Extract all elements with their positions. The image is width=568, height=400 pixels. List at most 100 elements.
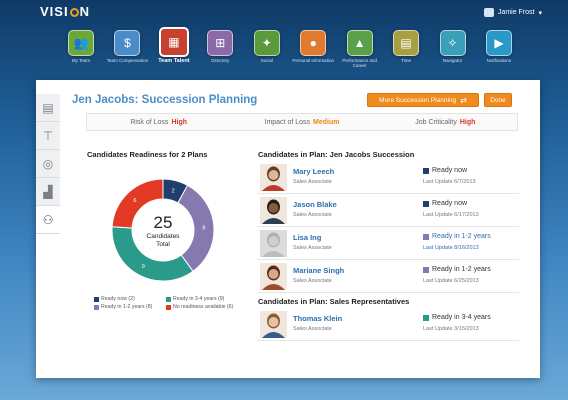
- user-name: Jamie Frost: [497, 9, 535, 16]
- candidate-role: Sales Associate: [293, 212, 332, 218]
- nav-item-performance[interactable]: ▲ Performance and Career: [339, 27, 381, 77]
- nav-label: Social: [260, 58, 273, 63]
- readiness-donut-chart: 2 8 9 6 25 Candidates Total: [111, 178, 215, 282]
- candidate-name[interactable]: Mariane Singh: [293, 266, 345, 275]
- candidate-role: Sales Associate: [293, 245, 332, 251]
- nav-item-social[interactable]: ✦ Social: [246, 27, 288, 77]
- social-icon: ✦: [253, 30, 280, 56]
- candidate-photo: [260, 164, 287, 191]
- last-update: Last Update 6/25/2013: [423, 278, 479, 284]
- legend-label: Ready in 3-4 years (9): [173, 296, 225, 302]
- slice-value-label: 2: [172, 188, 175, 194]
- readiness-status-text: Ready in 1-2 years: [432, 266, 491, 273]
- nav-item-compensation[interactable]: $ Team Compensation: [106, 27, 148, 77]
- impact-of-loss: Impact of Loss Medium: [230, 119, 373, 126]
- nav-item-time[interactable]: ▤ Time: [385, 27, 427, 77]
- talent-icon: ▦: [158, 27, 189, 57]
- candidate-row[interactable]: Jason Blake Sales Associate Ready now Last …: [257, 195, 519, 227]
- side-tab-bar-chart[interactable]: ▟: [36, 178, 60, 206]
- swap-arrows-icon: ⇄: [460, 95, 467, 105]
- readiness-status-text: Ready now: [432, 200, 468, 207]
- candidate-name[interactable]: Mary Leech: [293, 167, 335, 176]
- legend-label: Ready now (2): [101, 296, 135, 302]
- last-update: Last Update 3/15/2013: [423, 326, 479, 332]
- candidate-name[interactable]: Lisa Ing: [293, 233, 322, 242]
- candidate-photo: [260, 197, 287, 224]
- slice-value-label: 6: [133, 198, 136, 204]
- done-button[interactable]: Done: [484, 93, 512, 107]
- compensation-icon: $: [114, 30, 141, 56]
- nav-item-notifications[interactable]: ▶ Notifications: [478, 27, 520, 77]
- legend-entry: Ready in 3-4 years (9): [166, 296, 224, 302]
- bar-chart-icon: ▟: [43, 184, 53, 199]
- risk-summary-bar: Risk of Loss High Impact of Loss Medium Jo…: [86, 113, 518, 131]
- more-succession-planning-button[interactable]: More Succession Planning ⇄: [367, 93, 479, 107]
- status-swatch-icon: [423, 233, 429, 240]
- status-swatch-icon: [423, 266, 429, 273]
- candidate-name[interactable]: Jason Blake: [293, 200, 337, 209]
- nav-item-personal-info[interactable]: ● Personal Information: [292, 27, 334, 77]
- nav-label: Time: [401, 58, 411, 63]
- readiness-status: Ready in 1-2 years: [423, 233, 491, 240]
- side-tab-signpost[interactable]: ⊤: [36, 122, 60, 150]
- job-criticality-label: Job Criticality: [415, 118, 457, 126]
- signpost-icon: ⊤: [42, 128, 54, 143]
- nav-label: Notifications: [486, 58, 512, 63]
- side-tab-target[interactable]: ◎: [36, 150, 60, 178]
- page-title: Jen Jacobs: Succession Planning: [72, 94, 258, 106]
- side-tab-summary[interactable]: ▤: [36, 94, 60, 122]
- candidate-photo: [260, 311, 287, 338]
- nav-label: Performance and Career: [342, 58, 377, 68]
- job-criticality: Job Criticality High: [374, 119, 517, 126]
- risk-of-loss: Risk of Loss High: [87, 119, 230, 126]
- succession-panel: ▤ ⊤ ◎ ▟ ⚇ Jen Jacobs: Succession Planning Mo…: [36, 80, 540, 378]
- candidate-row[interactable]: Mariane Singh Sales Associate Ready in 1-2…: [257, 261, 519, 293]
- succession-icon: ⚇: [42, 212, 54, 227]
- status-swatch-icon: [423, 200, 429, 207]
- nav-item-team[interactable]: 👥 My Team: [60, 27, 102, 77]
- time-icon: ▤: [393, 30, 420, 56]
- nav-item-talent[interactable]: ▦ Team Talent: [153, 27, 195, 77]
- total-candidates-label: Candidates: [147, 233, 181, 240]
- nav-label: Personal Information: [292, 58, 334, 63]
- vision-logo: VISI N: [40, 4, 90, 19]
- directory-icon: ⊞: [207, 30, 234, 56]
- candidate-row[interactable]: Thomas Klein Sales Associate Ready in 3-4 …: [257, 309, 519, 341]
- donut-slice-no-readiness-available: [111, 178, 164, 229]
- last-update: Last Update 8/16/2013: [423, 245, 479, 251]
- side-tab-succession[interactable]: ⚇: [36, 206, 60, 234]
- readiness-status-text: Ready in 1-2 years: [432, 233, 491, 240]
- summary-icon: ▤: [42, 100, 54, 115]
- slice-value-label: 9: [142, 264, 145, 270]
- nav-item-directory[interactable]: ⊞ Directory: [199, 27, 241, 77]
- nav-label: Navigator: [442, 58, 463, 63]
- nav-label: My Team: [71, 58, 91, 63]
- logo-ring-icon: [69, 8, 79, 17]
- performance-icon: ▲: [346, 30, 373, 56]
- candidate-name[interactable]: Thomas Klein: [293, 314, 343, 323]
- total-candidates-number: 25: [154, 213, 173, 232]
- legend-label: No readiness available (6): [173, 304, 234, 310]
- readiness-header: Candidates Readiness for 2 Plans: [87, 150, 208, 159]
- candidate-row[interactable]: Mary Leech Sales Associate Ready now Last U…: [257, 162, 519, 194]
- user-menu[interactable]: Jamie Frost ▾: [483, 8, 542, 17]
- nav-label: Team Talent: [158, 58, 190, 64]
- notifications-icon: ▶: [485, 30, 512, 56]
- readiness-status: Ready now: [423, 167, 467, 174]
- impact-of-loss-value: Medium: [313, 118, 340, 126]
- candidate-role: Sales Associate: [293, 278, 332, 284]
- chevron-down-icon: ▾: [538, 9, 542, 17]
- nav-item-navigator[interactable]: ✧ Navigator: [432, 27, 474, 77]
- target-icon: ◎: [42, 156, 54, 171]
- status-swatch-icon: [423, 314, 429, 321]
- nav-label: Team Compensation: [106, 58, 149, 63]
- legend-entry: Ready in 1-2 years (8): [94, 304, 152, 310]
- more-button-label: More Succession Planning: [379, 96, 457, 104]
- candidate-row[interactable]: Lisa Ing Sales Associate Ready in 1-2 year…: [257, 228, 519, 260]
- readiness-status: Ready in 3-4 years: [423, 314, 491, 321]
- navigator-icon: ✧: [439, 30, 466, 56]
- candidate-photo: [260, 263, 287, 290]
- user-icon: [483, 8, 494, 17]
- last-update: Last Update 6/7/2013: [423, 179, 476, 185]
- legend-entry: No readiness available (6): [166, 304, 233, 310]
